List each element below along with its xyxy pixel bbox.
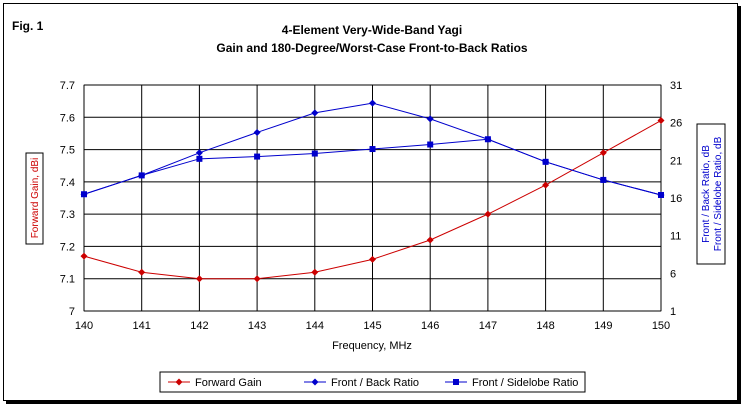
y-right-axis-label-1: Front / Back Ratio, dB	[701, 145, 712, 243]
point-front-sidelobe-ratio	[311, 150, 318, 157]
point-forward-gain	[80, 252, 88, 260]
legend	[159, 371, 586, 393]
point-forward-gain	[138, 268, 146, 276]
point-forward-gain	[253, 275, 261, 283]
point-forward-gain	[369, 255, 376, 263]
x-tick-label: 144	[306, 320, 324, 332]
x-tick-label: 143	[248, 320, 266, 332]
point-front-sidelobe-ratio	[196, 155, 203, 162]
y-left-tick-label: 7.4	[60, 177, 75, 189]
point-forward-gain	[311, 268, 319, 276]
y-right-tick-label: 6	[670, 268, 676, 280]
legend-label-front-back-ratio: Front / Back Ratio	[331, 377, 419, 389]
point-forward-gain	[426, 236, 434, 244]
point-front-sidelobe-ratio	[427, 141, 434, 148]
legend-label-forward-gain: Forward Gain	[195, 377, 262, 389]
y-right-tick-label: 11	[670, 231, 681, 243]
y-left-tick-label: 7.7	[60, 80, 75, 92]
y-left-tick-label: 7.1	[60, 274, 75, 286]
chart-subtitle: Gain and 180-Degree/Worst-Case Front-to-…	[216, 41, 528, 55]
point-front-sidelobe-ratio	[369, 146, 376, 153]
y-left-tick-label: 7.2	[60, 241, 75, 253]
x-tick-label: 147	[479, 320, 497, 332]
y-right-tick-label: 1	[670, 306, 676, 318]
point-front-sidelobe-ratio	[484, 136, 491, 143]
point-front-sidelobe-ratio	[542, 158, 549, 165]
point-front-sidelobe-ratio	[600, 176, 607, 183]
x-tick-label: 148	[536, 320, 554, 332]
point-front-back-ratio	[311, 109, 319, 117]
point-front-sidelobe-ratio	[81, 191, 87, 198]
point-forward-gain	[599, 149, 607, 157]
y-right-tick-label: 21	[670, 155, 682, 167]
legend-marker-front-sidelobe-ratio	[453, 379, 459, 385]
x-tick-label: 145	[363, 320, 381, 332]
point-front-back-ratio	[195, 149, 203, 157]
point-forward-gain	[484, 210, 492, 218]
legend-label-front-sidelobe-ratio: Front / Sidelobe Ratio	[472, 377, 578, 389]
y-right-tick-label: 26	[670, 118, 682, 130]
point-forward-gain	[195, 275, 203, 283]
legend-items: Forward Gain Front / Back Ratio Front / Si…	[168, 377, 578, 389]
chart-title: 4-Element Very-Wide-Band Yagi	[282, 23, 462, 37]
y-left-tick-label: 7	[69, 306, 75, 318]
y-right-label-box	[696, 123, 726, 265]
point-front-back-ratio	[369, 99, 376, 107]
x-tick-label: 140	[75, 320, 93, 332]
x-tick-label: 142	[190, 320, 208, 332]
y-left-axis-label: Forward Gain, dBi	[30, 158, 41, 239]
x-tick-label: 146	[421, 320, 439, 332]
y-left-label-box	[25, 152, 44, 245]
point-front-sidelobe-ratio	[254, 153, 261, 160]
legend-marker-front-back-ratio	[311, 378, 319, 386]
point-front-back-ratio	[253, 128, 261, 136]
x-tick-label: 141	[133, 320, 151, 332]
tick-labels: 140 141 142 143 144 145 146 147 148 149 150 7 7.1 7.2…	[60, 80, 683, 332]
series-markers	[80, 99, 665, 283]
x-axis-label: Frequency, MHz	[332, 340, 412, 352]
y-right-axis-label-2: Front / Sidelobe Ratio, dB	[713, 136, 724, 251]
point-front-back-ratio	[426, 115, 434, 123]
y-left-tick-label: 7.3	[60, 209, 75, 221]
legend-marker-forward-gain	[175, 378, 183, 386]
point-forward-gain	[657, 117, 665, 125]
y-left-tick-label: 7.5	[60, 145, 75, 157]
x-tick-label: 149	[594, 320, 612, 332]
point-forward-gain	[542, 181, 550, 189]
y-right-tick-label: 31	[670, 80, 682, 92]
point-front-sidelobe-ratio	[138, 172, 145, 179]
point-front-sidelobe-ratio	[658, 191, 664, 198]
x-tick-label: 150	[652, 320, 670, 332]
y-left-tick-label: 7.6	[60, 112, 75, 124]
figure-label: Fig. 1	[12, 19, 44, 33]
y-right-tick-label: 16	[670, 193, 682, 205]
